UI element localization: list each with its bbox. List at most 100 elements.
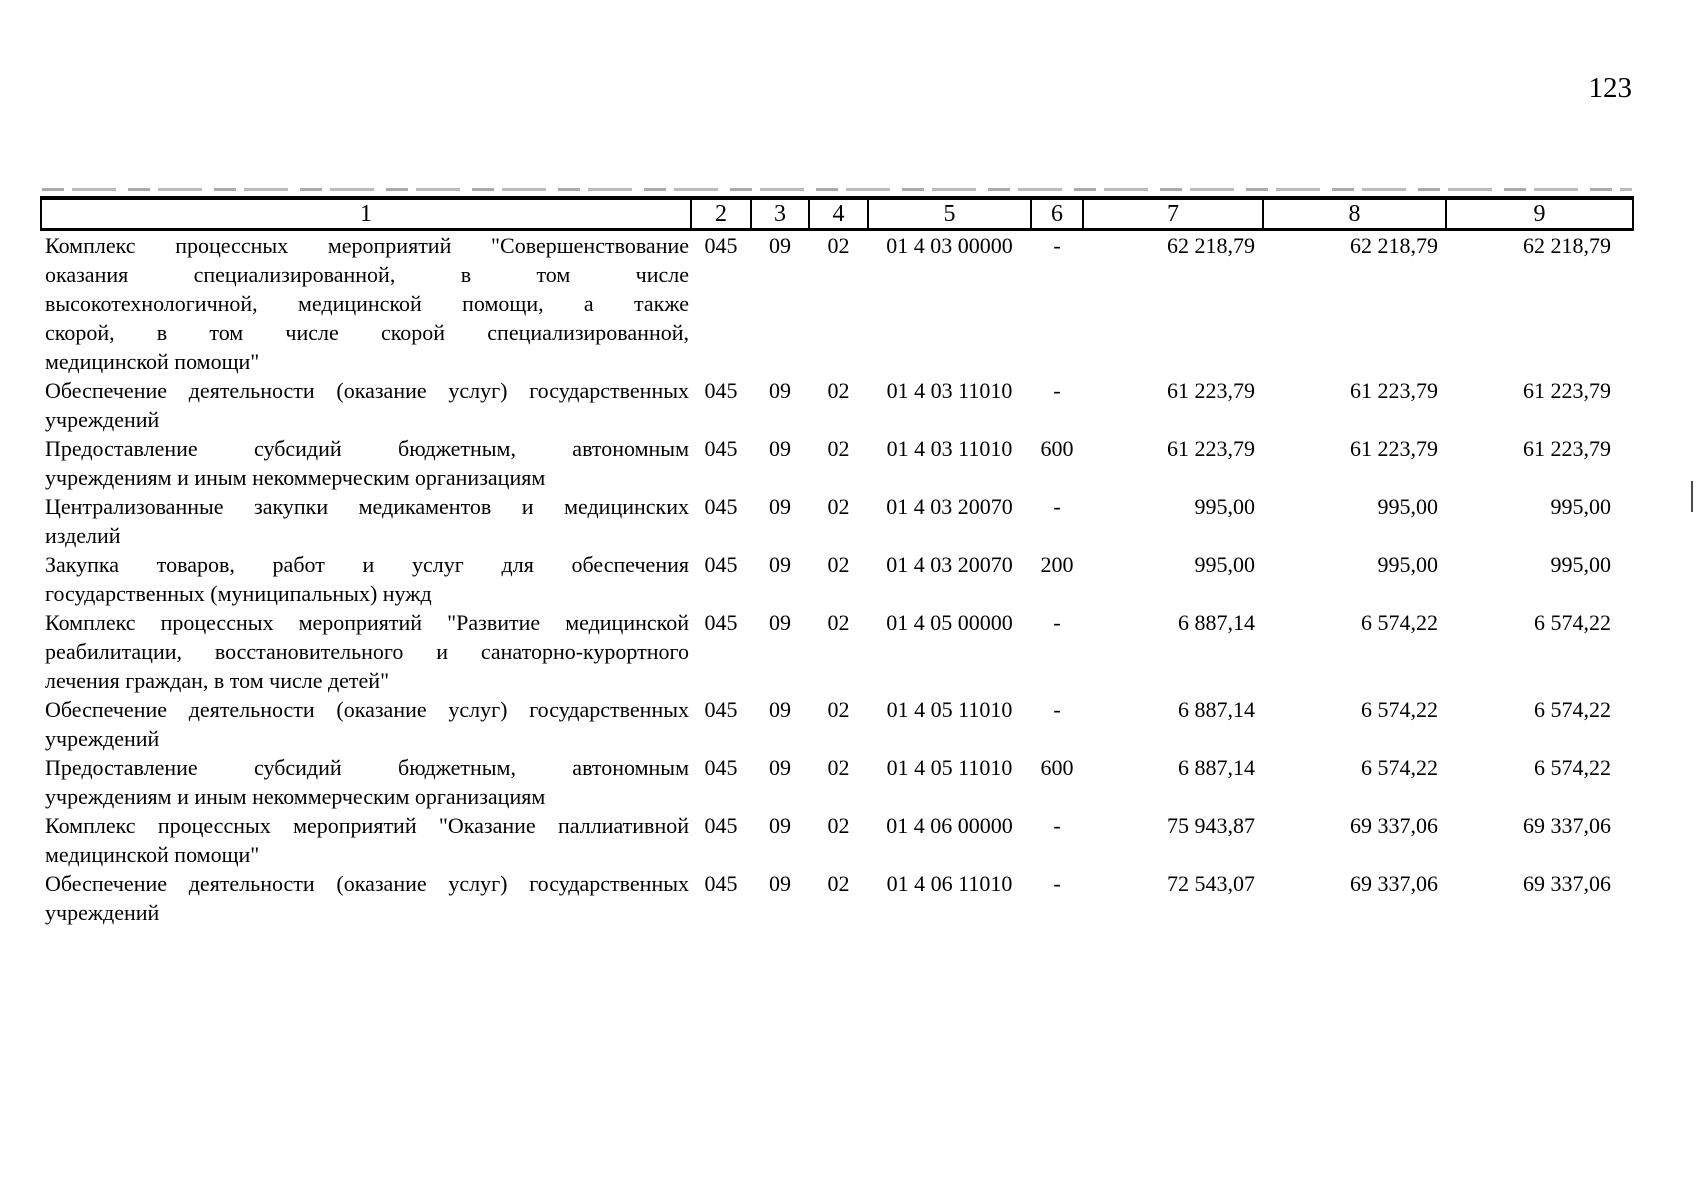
section-code-cell: 09 bbox=[769, 755, 791, 780]
column-header-2: 2 bbox=[690, 196, 752, 231]
table-row: Обеспечение деятельности (оказание услуг… bbox=[41, 695, 1633, 753]
item-name-line: учреждений bbox=[45, 407, 160, 432]
amount-col8-cell: 69 337,06 bbox=[1350, 871, 1438, 896]
amount-col7-cell: 72 543,07 bbox=[1167, 871, 1255, 896]
expense-type-code-cell: - bbox=[1053, 697, 1061, 722]
scan-noise-line bbox=[42, 188, 1632, 191]
item-name-line: изделий bbox=[45, 523, 121, 548]
amount-col8-cell: 6 574,22 bbox=[1361, 697, 1438, 722]
amount-col8-cell: 61 223,79 bbox=[1350, 436, 1438, 461]
expense-type-code-cell: 600 bbox=[1040, 755, 1074, 780]
item-name-cell: Закупка товаров, работ и услуг для обесп… bbox=[41, 550, 691, 608]
grbs-code-cell: 045 bbox=[704, 378, 738, 403]
expense-type-code-cell: - bbox=[1053, 494, 1061, 519]
section-code-cell: 09 bbox=[769, 233, 791, 258]
amount-col9-cell: 6 574,22 bbox=[1534, 697, 1611, 722]
target-article-code-cell: 01 4 05 11010 bbox=[886, 755, 1013, 780]
column-header-8: 8 bbox=[1262, 196, 1447, 231]
budget-table: 1 2 3 4 5 6 7 8 9 Комплекс процессных ме… bbox=[40, 196, 1634, 927]
amount-col9-cell: 69 337,06 bbox=[1523, 871, 1611, 896]
item-name-line: учреждениям и иным некоммерческим органи… bbox=[45, 784, 546, 809]
expense-type-code-cell: - bbox=[1053, 233, 1061, 258]
item-name-line: учреждениям и иным некоммерческим органи… bbox=[45, 465, 546, 490]
item-name-line: Предоставление субсидий бюджетным, автон… bbox=[45, 755, 689, 780]
amount-col9-cell: 61 223,79 bbox=[1523, 378, 1611, 403]
target-article-code-cell: 01 4 03 11010 bbox=[886, 436, 1013, 461]
section-code-cell: 09 bbox=[769, 813, 791, 838]
amount-col7-cell: 62 218,79 bbox=[1167, 233, 1255, 258]
amount-col9-cell: 69 337,06 bbox=[1523, 813, 1611, 838]
item-name-line: лечения граждан, в том числе детей" bbox=[45, 668, 390, 693]
column-header-3: 3 bbox=[750, 196, 810, 231]
grbs-code-cell: 045 bbox=[704, 755, 738, 780]
column-header-5: 5 bbox=[867, 196, 1032, 231]
section-code-cell: 09 bbox=[769, 494, 791, 519]
subsection-code-cell: 02 bbox=[827, 378, 850, 403]
subsection-code-cell: 02 bbox=[827, 610, 850, 635]
expense-type-code-cell: - bbox=[1053, 871, 1061, 896]
item-name-line: Предоставление субсидий бюджетным, автон… bbox=[45, 436, 689, 461]
amount-col7-cell: 6 887,14 bbox=[1178, 697, 1255, 722]
section-code-cell: 09 bbox=[769, 610, 791, 635]
target-article-code-cell: 01 4 06 00000 bbox=[886, 813, 1013, 838]
amount-col7-cell: 61 223,79 bbox=[1167, 378, 1255, 403]
item-name-line: высокотехнологичной, медицинской помощи,… bbox=[45, 291, 689, 316]
table-row: Обеспечение деятельности (оказание услуг… bbox=[41, 869, 1633, 927]
item-name-cell: Предоставление субсидий бюджетным, автон… bbox=[41, 434, 691, 492]
subsection-code-cell: 02 bbox=[827, 755, 850, 780]
grbs-code-cell: 045 bbox=[704, 697, 738, 722]
target-article-code-cell: 01 4 06 11010 bbox=[886, 871, 1013, 896]
table-row: Комплекс процессных мероприятий "Оказани… bbox=[41, 811, 1633, 869]
section-code-cell: 09 bbox=[769, 552, 791, 577]
table-row: Предоставление субсидий бюджетным, автон… bbox=[41, 434, 1633, 492]
table-row: Предоставление субсидий бюджетным, автон… bbox=[41, 753, 1633, 811]
amount-col9-cell: 6 574,22 bbox=[1534, 755, 1611, 780]
expense-type-code-cell: 200 bbox=[1040, 552, 1074, 577]
item-name-cell: Комплекс процессных мероприятий "Соверше… bbox=[41, 230, 691, 377]
section-code-cell: 09 bbox=[769, 436, 791, 461]
subsection-code-cell: 02 bbox=[827, 233, 850, 258]
amount-col8-cell: 995,00 bbox=[1377, 494, 1439, 519]
grbs-code-cell: 045 bbox=[704, 610, 738, 635]
table-row: Комплекс процессных мероприятий "Соверше… bbox=[41, 230, 1633, 377]
expense-type-code-cell: - bbox=[1053, 610, 1061, 635]
item-name-line: Комплекс процессных мероприятий "Развити… bbox=[45, 610, 689, 635]
subsection-code-cell: 02 bbox=[827, 813, 850, 838]
amount-col8-cell: 6 574,22 bbox=[1361, 755, 1438, 780]
section-code-cell: 09 bbox=[769, 871, 791, 896]
grbs-code-cell: 045 bbox=[704, 813, 738, 838]
amount-col9-cell: 61 223,79 bbox=[1523, 436, 1611, 461]
item-name-cell: Обеспечение деятельности (оказание услуг… bbox=[41, 695, 691, 753]
target-article-code-cell: 01 4 03 20070 bbox=[886, 494, 1013, 519]
column-header-4: 4 bbox=[808, 196, 869, 231]
item-name-line: реабилитации, восстановительного и санат… bbox=[45, 639, 689, 664]
item-name-line: медицинской помощи" bbox=[45, 842, 260, 867]
subsection-code-cell: 02 bbox=[827, 871, 850, 896]
grbs-code-cell: 045 bbox=[704, 494, 738, 519]
scan-artifact bbox=[1691, 481, 1693, 512]
grbs-code-cell: 045 bbox=[704, 552, 738, 577]
expense-type-code-cell: - bbox=[1053, 813, 1061, 838]
subsection-code-cell: 02 bbox=[827, 436, 850, 461]
amount-col7-cell: 6 887,14 bbox=[1178, 610, 1255, 635]
item-name-line: Комплекс процессных мероприятий "Соверше… bbox=[45, 233, 689, 258]
section-code-cell: 09 bbox=[769, 378, 791, 403]
table-row: Комплекс процессных мероприятий "Развити… bbox=[41, 608, 1633, 695]
target-article-code-cell: 01 4 03 00000 bbox=[886, 233, 1013, 258]
item-name-line: медицинской помощи" bbox=[45, 349, 260, 374]
item-name-line: государственных (муниципальных) нужд bbox=[45, 581, 432, 606]
item-name-cell: Обеспечение деятельности (оказание услуг… bbox=[41, 376, 691, 434]
target-article-code-cell: 01 4 03 20070 bbox=[886, 552, 1013, 577]
column-header-6: 6 bbox=[1030, 196, 1084, 231]
item-name-line: Комплекс процессных мероприятий "Оказани… bbox=[45, 813, 689, 838]
item-name-line: Обеспечение деятельности (оказание услуг… bbox=[45, 378, 689, 403]
column-header-7: 7 bbox=[1082, 196, 1264, 231]
item-name-cell: Комплекс процессных мероприятий "Оказани… bbox=[41, 811, 691, 869]
amount-col8-cell: 995,00 bbox=[1377, 552, 1439, 577]
grbs-code-cell: 045 bbox=[704, 233, 738, 258]
amount-col8-cell: 61 223,79 bbox=[1350, 378, 1438, 403]
target-article-code-cell: 01 4 03 11010 bbox=[886, 378, 1013, 403]
item-name-line: Централизованные закупки медикаментов и … bbox=[45, 494, 689, 519]
item-name-line: Закупка товаров, работ и услуг для обесп… bbox=[45, 552, 689, 577]
target-article-code-cell: 01 4 05 00000 bbox=[886, 610, 1013, 635]
